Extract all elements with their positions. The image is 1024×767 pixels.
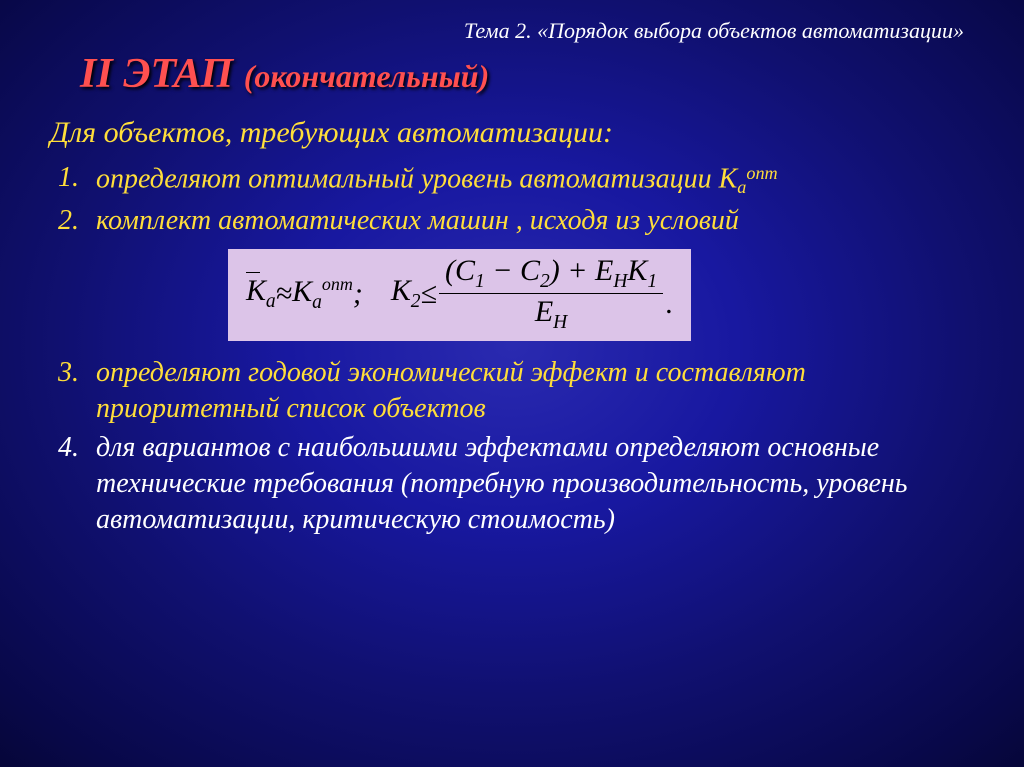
formula-K2: К2 (391, 274, 421, 313)
paren-close: ) (550, 254, 560, 287)
superscript-opt: опт (746, 163, 777, 183)
sym-C2: C (520, 254, 540, 287)
approx-sign: ≈ (276, 277, 292, 311)
list-item: 4. для вариантов с наибольшими эффектами… (58, 430, 974, 539)
sub-1b: 1 (647, 271, 657, 292)
leq-sign: ≤ (420, 277, 436, 311)
formula-K2-sym: К (391, 274, 411, 307)
formula-K: К (246, 274, 266, 307)
formula-sub-a2: а (312, 292, 322, 313)
sub-2: 2 (540, 271, 550, 292)
plus: + (560, 254, 595, 287)
formula-rhs-K: Каопт (292, 274, 353, 314)
subscript-a: а (737, 177, 746, 197)
k-bar: Ка (246, 274, 276, 313)
stage-title-main: II ЭТАП (80, 51, 244, 97)
item-text: определяют оптимальный уровень автоматиз… (96, 160, 974, 201)
item-text-part: определяют оптимальный уровень автоматиз… (96, 163, 719, 194)
item-number: 2. (58, 203, 96, 239)
formula-box: Ка ≈ Каопт ; К2 ≤ (C1 − C2) + EHK1 EH . (228, 249, 691, 341)
item-text: комплект автоматических машин , исходя и… (96, 203, 974, 239)
topic-heading: Тема 2. «Порядок выбора объектов автомат… (50, 18, 974, 44)
stage-title: II ЭТАП (окончательный) (80, 50, 974, 98)
subtitle: Для объектов, требующих автоматизации: (50, 116, 974, 150)
item-text: для вариантов с наибольшими эффектами оп… (96, 430, 974, 539)
sym-K: K (627, 254, 647, 287)
formula-sup-opt: опт (322, 274, 353, 294)
formula: Ка ≈ Каопт ; К2 ≤ (C1 − C2) + EHK1 EH . (246, 253, 673, 335)
item-number: 1. (58, 160, 96, 201)
paren-open: ( (445, 254, 455, 287)
item-number: 4. (58, 430, 96, 539)
stage-title-paren: (окончательный) (244, 58, 490, 94)
numbered-list: 1. определяют оптимальный уровень автома… (58, 160, 974, 539)
sym-E: E (595, 254, 613, 287)
list-item: 2. комплект автоматических машин , исход… (58, 203, 974, 239)
numerator: (C1 − C2) + EHK1 (439, 253, 663, 293)
period: . (665, 287, 673, 321)
sub-H2: H (553, 312, 567, 333)
list-item: 3. определяют годовой экономический эффе… (58, 355, 974, 428)
formula-K2-sub: 2 (411, 291, 421, 312)
sym-E2: E (535, 295, 553, 328)
fraction: (C1 − C2) + EHK1 EH (439, 253, 663, 335)
denominator: EH (529, 294, 573, 334)
semicolon: ; (353, 277, 363, 311)
formula-K2: К (292, 275, 312, 308)
variable-K: К (719, 163, 738, 194)
item-text: определяют годовой экономический эффект … (96, 355, 974, 428)
list-item: 1. определяют оптимальный уровень автома… (58, 160, 974, 201)
minus: − (485, 254, 520, 287)
formula-sub-a: а (266, 291, 276, 312)
sym-C: C (455, 254, 475, 287)
sub-1: 1 (475, 271, 485, 292)
sub-H: H (613, 271, 627, 292)
item-number: 3. (58, 355, 96, 428)
